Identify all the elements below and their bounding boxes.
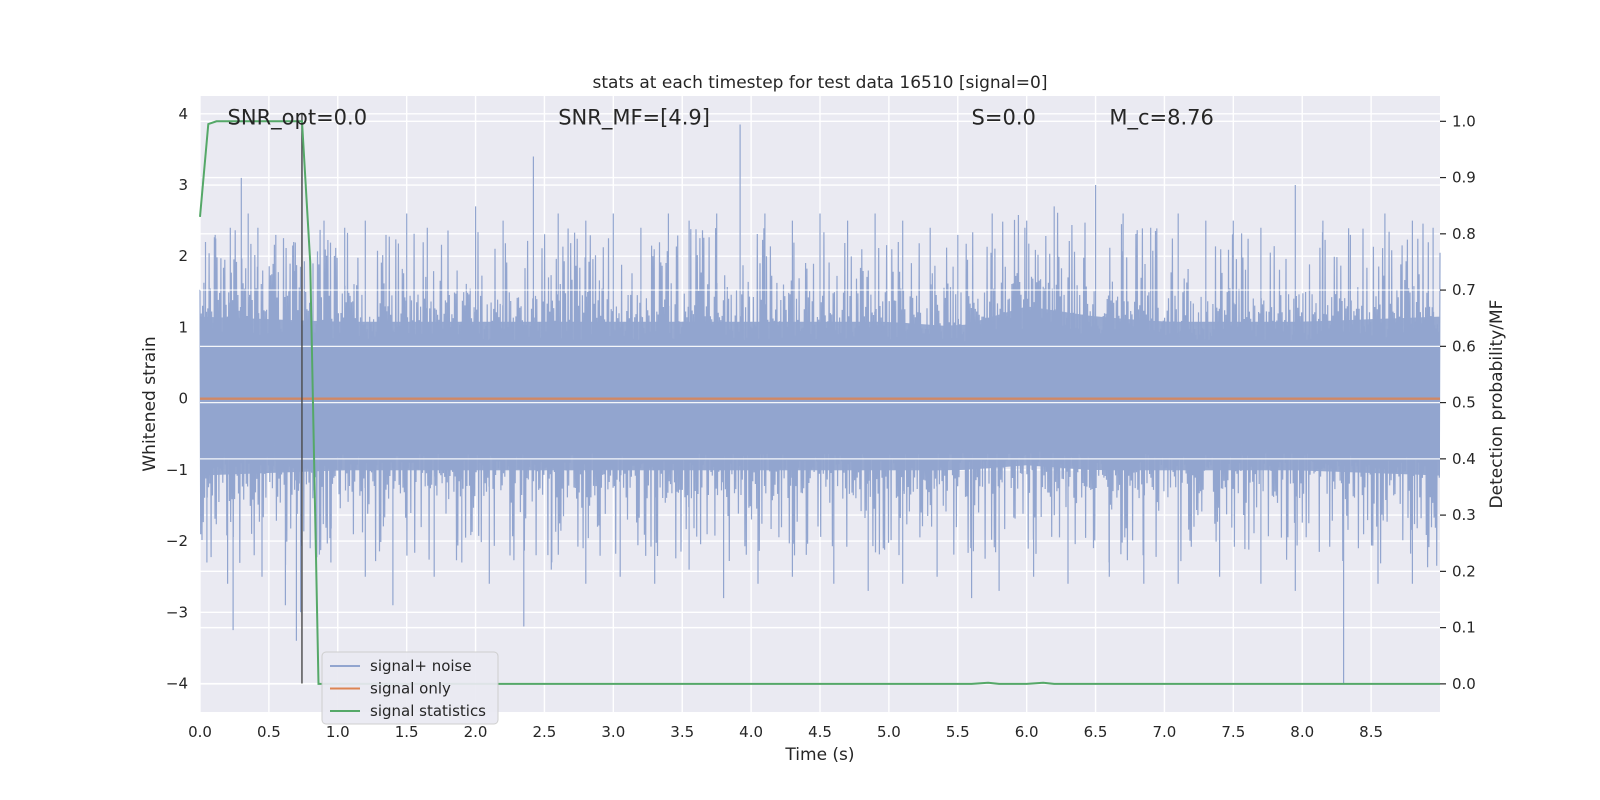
series-signal-noise (199, 124, 1441, 684)
y2-tick-label: 0.9 (1452, 169, 1476, 187)
x-tick-label: 6.5 (1084, 723, 1108, 741)
y-tick-label: 4 (178, 105, 188, 123)
annotation-1: SNR_MF=[4.9] (558, 105, 710, 130)
x-tick-label: 5.5 (946, 723, 970, 741)
x-tick-label: 0.0 (188, 723, 212, 741)
x-tick-label: 1.0 (326, 723, 350, 741)
x-tick-label: 4.5 (808, 723, 832, 741)
y-tick-label: 1 (178, 318, 188, 336)
y-tick-label: 0 (178, 390, 188, 408)
y2-tick-label: 0.3 (1452, 506, 1476, 524)
x-axis-label: Time (s) (784, 745, 854, 765)
legend-label-0: signal+ noise (370, 657, 472, 675)
y2-tick-label: 0.6 (1452, 337, 1476, 355)
y2-tick-label: 0.0 (1452, 675, 1476, 693)
y-tick-label: 2 (178, 247, 188, 265)
x-tick-label: 0.5 (257, 723, 281, 741)
y-tick-label: −4 (166, 675, 188, 693)
y2-tick-label: 1.0 (1452, 112, 1476, 130)
x-tick-label: 2.5 (533, 723, 557, 741)
annotation-0: SNR_opt=0.0 (228, 105, 368, 130)
x-tick-label: 8.0 (1290, 723, 1314, 741)
legend-box (321, 651, 499, 725)
ticks: 0.0 0.5 1.0 1.5 2.0 2.5 3.0 3.5 4.0 4.5 5.0 5.5 6.0 6… (166, 105, 1476, 741)
x-tick-label: 3.0 (601, 723, 625, 741)
x-tick-label: 2.0 (464, 723, 488, 741)
y2-tick-label: 0.5 (1452, 394, 1476, 412)
x-tick-label: 4.0 (739, 723, 763, 741)
y-tick-label: −1 (166, 461, 188, 479)
annotations: SNR_opt=0.0 SNR_MF=[4.9] S=0.0 M_c=8.76 (228, 105, 1214, 130)
annotation-2: S=0.0 (972, 105, 1036, 129)
y2-tick-label: 0.4 (1452, 450, 1476, 468)
y-axis-label: Whitened strain (140, 336, 160, 471)
x-tick-label: 3.5 (670, 723, 694, 741)
y2-tick-label: 0.7 (1452, 281, 1476, 299)
chart-title: stats at each timestep for test data 165… (593, 73, 1048, 93)
x-tick-label: 7.5 (1221, 723, 1245, 741)
annotation-3: M_c=8.76 (1109, 105, 1214, 130)
x-tick-label: 6.0 (1015, 723, 1039, 741)
y-tick-label: −2 (166, 532, 188, 550)
legend-label-2: signal statistics (370, 702, 486, 720)
x-tick-label: 1.5 (395, 723, 419, 741)
y-tick-label: −3 (166, 603, 188, 621)
y2-tick-label: 0.8 (1452, 225, 1476, 243)
y2-axis-label: Detection probability/MF (1487, 300, 1507, 509)
x-tick-label: 5.0 (877, 723, 901, 741)
x-tick-label: 8.5 (1359, 723, 1383, 741)
y-tick-label: 3 (178, 176, 188, 194)
x-tick-label: 7.0 (1153, 723, 1177, 741)
y2-tick-label: 0.2 (1452, 562, 1476, 580)
y2-tick-label: 0.1 (1452, 619, 1476, 637)
legend: signal+ noise signal only signal statistic… (321, 651, 499, 725)
legend-label-1: signal only (370, 680, 451, 698)
